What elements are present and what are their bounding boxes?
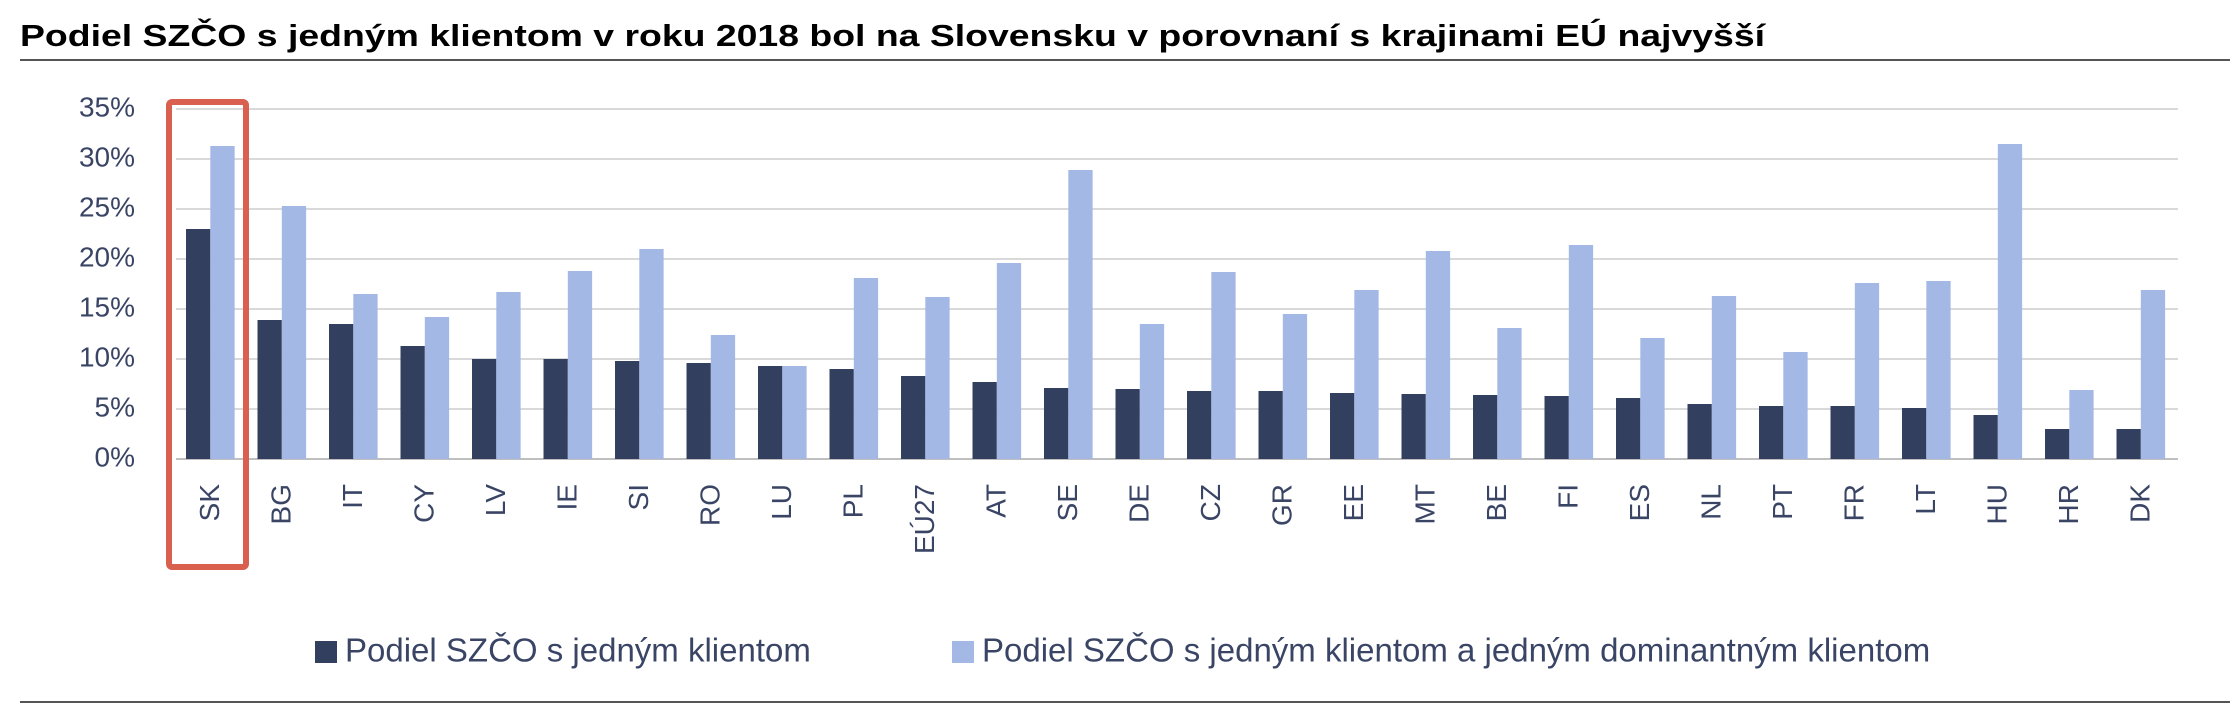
bar [710,335,736,459]
bar [1759,406,1784,459]
bar [2140,290,2166,459]
bar [1258,391,1283,459]
bar [1783,352,1808,459]
bar [472,359,497,459]
x-tick-label: GR [1267,484,1298,526]
bar [1997,144,2023,459]
chart-title: Podiel SZČO s jedným klientom v roku 201… [20,17,1767,53]
bar [353,294,378,459]
x-tick-label: SK [194,484,225,522]
bar [758,366,783,459]
x-tick-label: FI [1553,484,1584,509]
y-tick-label: 30% [79,141,135,172]
bar [639,249,664,459]
bar [1354,290,1379,459]
y-tick-label: 5% [95,391,135,422]
x-tick-label: FR [1839,484,1870,521]
bar [925,297,950,459]
bar [1044,388,1069,459]
legend-swatch [315,641,337,663]
x-tick-label: LT [1910,484,1941,515]
x-tick-label: AT [981,484,1012,518]
x-tick-label: SI [623,484,654,510]
bar [686,363,711,459]
bar [1187,391,1212,459]
bar [400,346,425,459]
bar [1830,406,1855,459]
bar [1425,251,1451,459]
bar [281,206,307,459]
x-tick-label: CY [409,484,440,523]
bar [1068,170,1093,459]
bar [1401,394,1426,459]
bar [1616,398,1641,459]
x-tick-label: SE [1052,484,1083,521]
bar [2045,429,2070,459]
x-tick-label: ES [1624,484,1655,521]
bar [1473,395,1498,459]
y-tick-label: 15% [79,291,135,322]
y-tick-label: 20% [79,241,135,272]
x-tick-label: PT [1767,484,1798,520]
bar [853,278,879,459]
x-tick-label: BE [1481,484,1512,521]
y-tick-label: 0% [95,441,135,472]
bar [424,317,450,459]
bar [1139,324,1165,459]
x-tick-label: NL [1696,484,1727,520]
bar [782,366,807,459]
bar [615,361,640,459]
bar [1497,328,1522,459]
bar [1115,389,1140,459]
bar [567,271,593,459]
bar [1973,415,1998,459]
legend-label: Podiel SZČO s jedným klientom a jedným d… [982,632,1930,669]
bar [496,292,521,459]
bar [2069,390,2094,459]
x-tick-label: HR [2053,484,2084,524]
bar [996,263,1022,459]
x-tick-label: LV [480,484,511,516]
highlight-box [166,99,249,570]
x-tick-label: RO [695,484,726,526]
x-tick-label: IT [337,484,368,509]
bar [1282,314,1308,459]
bar [1330,393,1355,459]
x-tick-label: EÚ27 [909,484,940,554]
bar [210,146,235,459]
bar [186,229,211,459]
bar [2116,429,2141,459]
y-tick-label: 25% [79,191,135,222]
bar [1902,408,1927,459]
x-tick-label: LU [766,484,797,520]
bar [1211,272,1236,459]
x-tick-label: IE [552,484,583,510]
bar [1568,245,1594,459]
bar [543,359,568,459]
x-tick-label: HU [1982,484,2013,524]
x-tick-label: EE [1338,484,1369,521]
bar [1687,404,1712,459]
bar [1926,281,1951,459]
x-tick-label: PL [838,484,869,518]
x-tick-label: BG [266,484,297,524]
bar [329,324,354,459]
bar [901,376,926,459]
bar [1711,296,1737,459]
bar [257,320,282,459]
x-tick-label: DE [1124,484,1155,523]
bar [1544,396,1569,459]
x-tick-label: MT [1410,484,1441,524]
legend-label: Podiel SZČO s jedným klientom [345,632,811,669]
bar [829,369,854,459]
y-tick-label: 10% [79,341,135,372]
bar [972,382,997,459]
y-tick-label: 35% [79,91,135,122]
bar [1640,338,1665,459]
legend-swatch [952,641,974,663]
bar [1854,283,1880,459]
x-tick-label: DK [2125,484,2156,523]
x-tick-label: CZ [1195,484,1226,521]
